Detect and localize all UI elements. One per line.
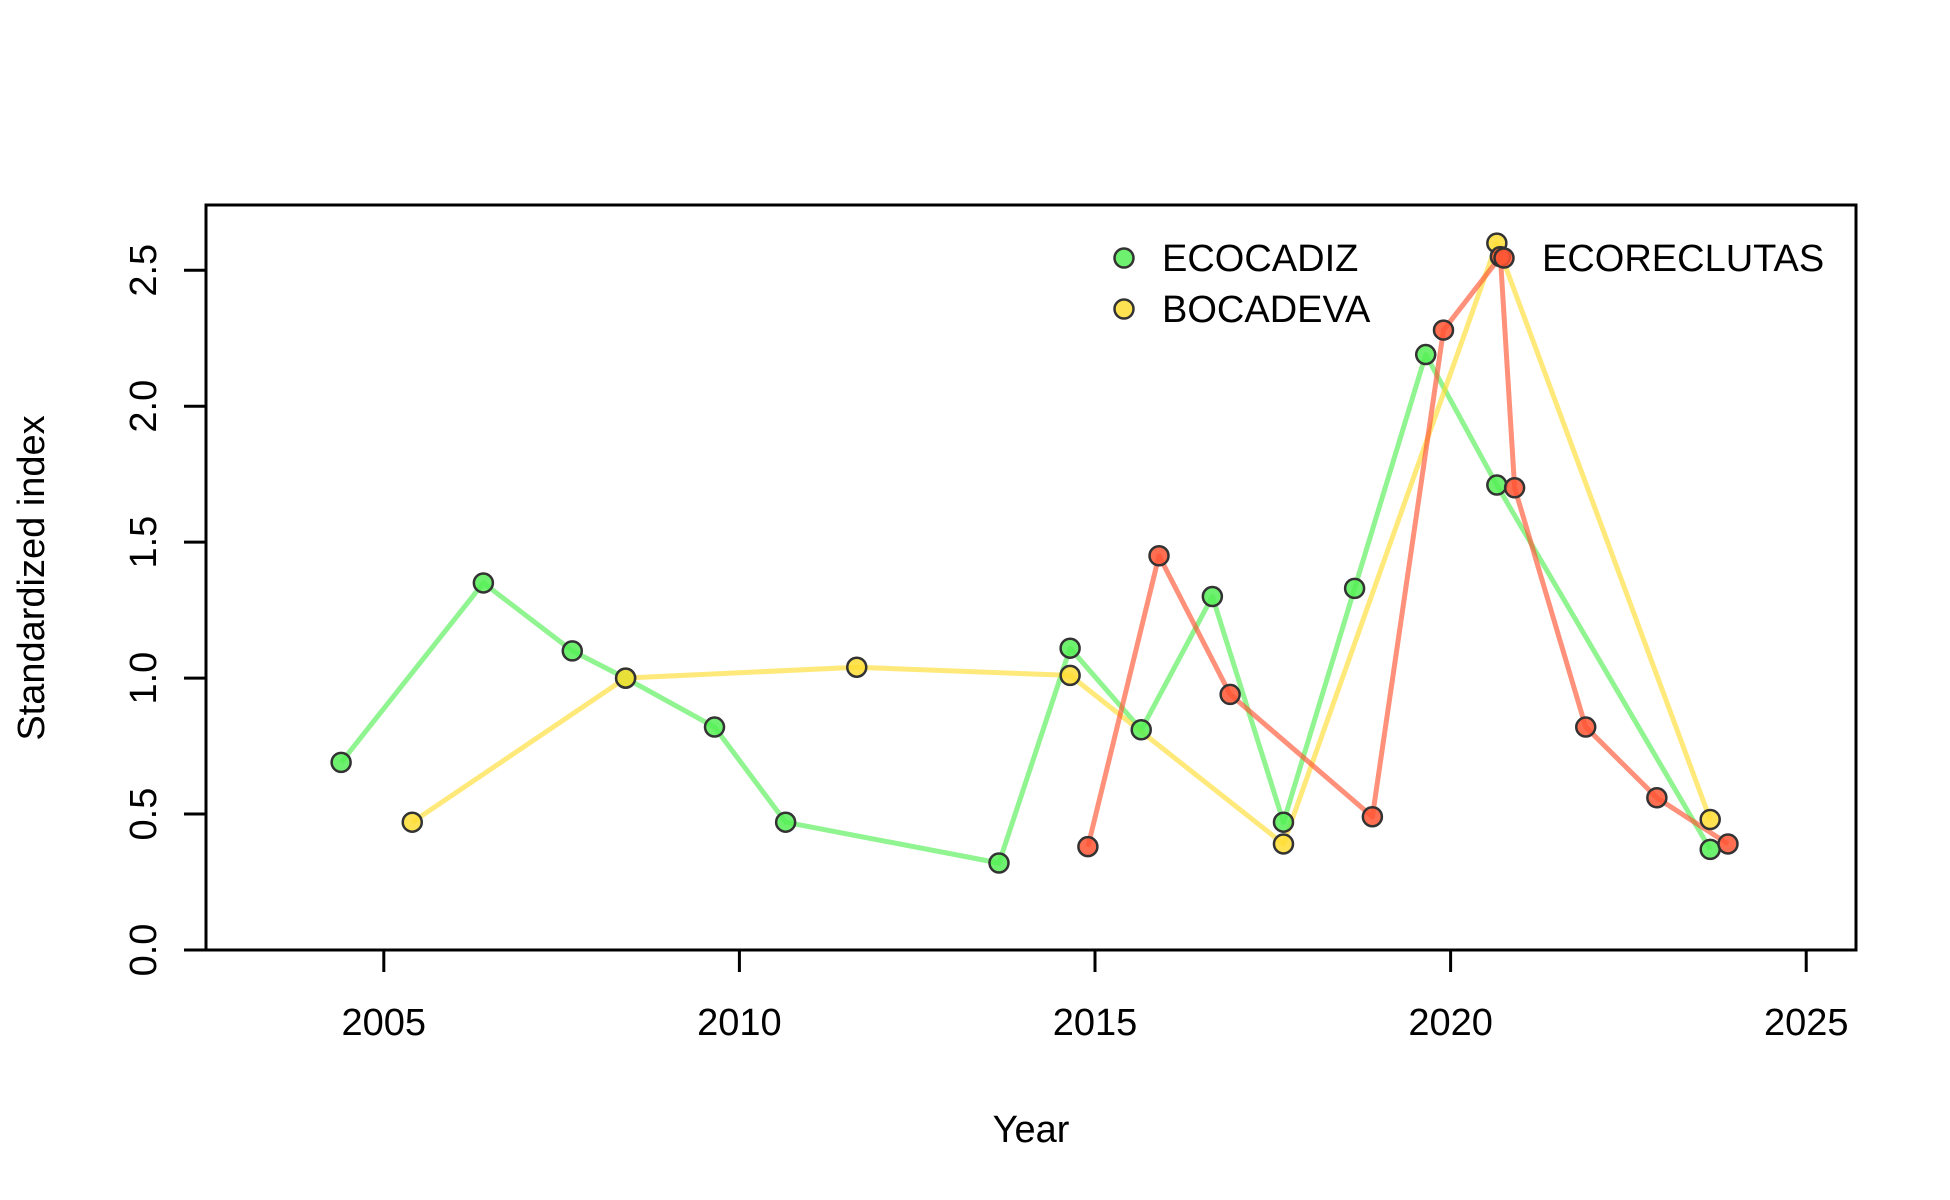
legend-label-ecoreclutas: ECORECLUTAS: [1542, 238, 1824, 280]
data-point-ecoreclutas: [1432, 319, 1455, 341]
data-point-ecocadiz: [1059, 637, 1081, 659]
data-point-ecocadiz: [774, 811, 797, 833]
data-point-bocadeva: [614, 667, 637, 689]
series-layer: [330, 232, 1739, 874]
data-point-ecocadiz: [1201, 585, 1224, 608]
legend-label-bocadeva: BOCADEVA: [1162, 289, 1371, 331]
data-point-ecoreclutas: [1646, 786, 1668, 809]
data-point-ecocadiz: [1343, 577, 1366, 600]
data-point-ecoreclutas: [1077, 835, 1099, 858]
y-tick-label: 0.5: [123, 788, 165, 841]
x-tick-label: 2005: [342, 1002, 427, 1044]
data-point-bocadeva: [1699, 808, 1721, 831]
data-point-bocadeva: [846, 656, 868, 678]
data-point-ecoreclutas: [1219, 683, 1241, 706]
data-point-ecocadiz: [330, 751, 352, 774]
series-line-bocadeva: [410, 240, 1713, 847]
y-tick-label: 1.5: [123, 516, 165, 569]
x-tick-label: 2010: [697, 1002, 782, 1044]
data-point-bocadeva: [401, 811, 423, 833]
data-point-ecocadiz: [1414, 343, 1437, 366]
x-axis: 2005 2010 2015 2020 2025: [342, 948, 1849, 1044]
legend: ECOCADIZ BOCADEVA ECORECLUTAS: [1113, 238, 1824, 331]
data-point-ecoreclutas: [1361, 806, 1384, 828]
y-axis-title: Standardized index: [11, 415, 53, 740]
y-tick-label: 2.5: [123, 244, 165, 297]
data-point-ecoreclutas: [1503, 477, 1526, 499]
data-point-ecocadiz: [1486, 474, 1508, 496]
data-point-ecocadiz: [561, 640, 584, 662]
x-tick-label: 2015: [1053, 1002, 1138, 1044]
legend-marker-bocadeva: [1113, 298, 1135, 320]
data-point-ecocadiz: [988, 852, 1010, 874]
x-axis-title: Year: [993, 1109, 1070, 1151]
y-axis: 0.0 0.5 1.0 1.5 2.0 2.5: [123, 244, 208, 977]
data-point-bocadeva: [1059, 664, 1081, 687]
y-tick-label: 1.0: [123, 652, 165, 705]
data-point-ecocadiz: [1130, 719, 1152, 741]
legend-label-ecocadiz: ECOCADIZ: [1162, 238, 1358, 280]
data-point-ecoreclutas: [1574, 716, 1597, 738]
legend-marker-ecoreclutas: [1493, 247, 1515, 269]
data-point-bocadeva: [1272, 833, 1295, 855]
data-point-ecoreclutas: [1717, 833, 1739, 855]
series-lines: [339, 240, 1730, 866]
x-tick-label: 2025: [1764, 1002, 1849, 1044]
series-line-ecocadiz: [339, 352, 1713, 866]
series-line-ecoreclutas: [1085, 254, 1730, 848]
legend-marker-ecocadiz: [1113, 247, 1135, 269]
data-point-ecoreclutas: [1148, 544, 1170, 567]
y-tick-label: 2.0: [123, 380, 165, 433]
x-tick-label: 2020: [1408, 1002, 1493, 1044]
data-point-ecocadiz: [1699, 838, 1721, 861]
plot-frame: [204, 203, 1858, 952]
y-tick-label: 0.0: [123, 924, 165, 977]
data-point-ecocadiz: [703, 716, 726, 738]
data-point-ecocadiz: [472, 572, 495, 594]
data-point-ecocadiz: [1272, 811, 1295, 833]
